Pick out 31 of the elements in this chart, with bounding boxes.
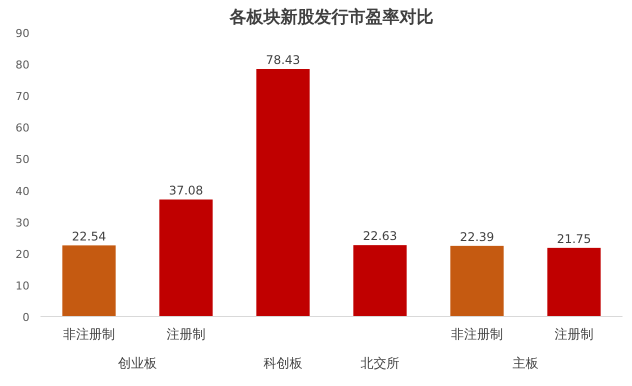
- bar: [159, 199, 213, 316]
- x-tick-label: 注册制: [554, 328, 594, 342]
- y-tick-label: 50: [16, 153, 30, 166]
- x-tick-label: 注册制: [166, 328, 206, 342]
- text: 北交所: [360, 356, 400, 372]
- bar: [547, 248, 601, 316]
- data-label: 22.63: [362, 229, 398, 244]
- y-tick-label: 90: [16, 27, 30, 40]
- data-label: 37.08: [168, 183, 204, 198]
- data-label: 78.43: [266, 53, 300, 68]
- text: 科创板: [264, 356, 302, 372]
- bar: [62, 245, 116, 316]
- chart-title: 各板块新股发行市盈率对比: [228, 8, 434, 28]
- y-tick-label: 40: [16, 184, 30, 198]
- bar: [450, 246, 504, 316]
- bar: [353, 245, 407, 316]
- bar: [256, 69, 310, 316]
- data-label: 22.39: [460, 230, 494, 244]
- y-tick-label: 10: [16, 279, 30, 292]
- y-tick-label: 30: [16, 216, 30, 230]
- y-tick-label: 20: [16, 248, 30, 261]
- y-tick-label: 80: [16, 58, 30, 72]
- x-tick-label: 非注册制: [451, 328, 503, 342]
- y-tick-label: 60: [16, 122, 30, 135]
- text: 创业板: [118, 356, 157, 372]
- y-tick-label: 70: [16, 90, 30, 104]
- text: 主板: [512, 356, 538, 372]
- data-label: 21.75: [556, 232, 592, 246]
- data-label: 22.54: [72, 229, 106, 244]
- y-tick-label: 0: [22, 311, 30, 324]
- x-tick-label: 非注册制: [63, 328, 115, 342]
